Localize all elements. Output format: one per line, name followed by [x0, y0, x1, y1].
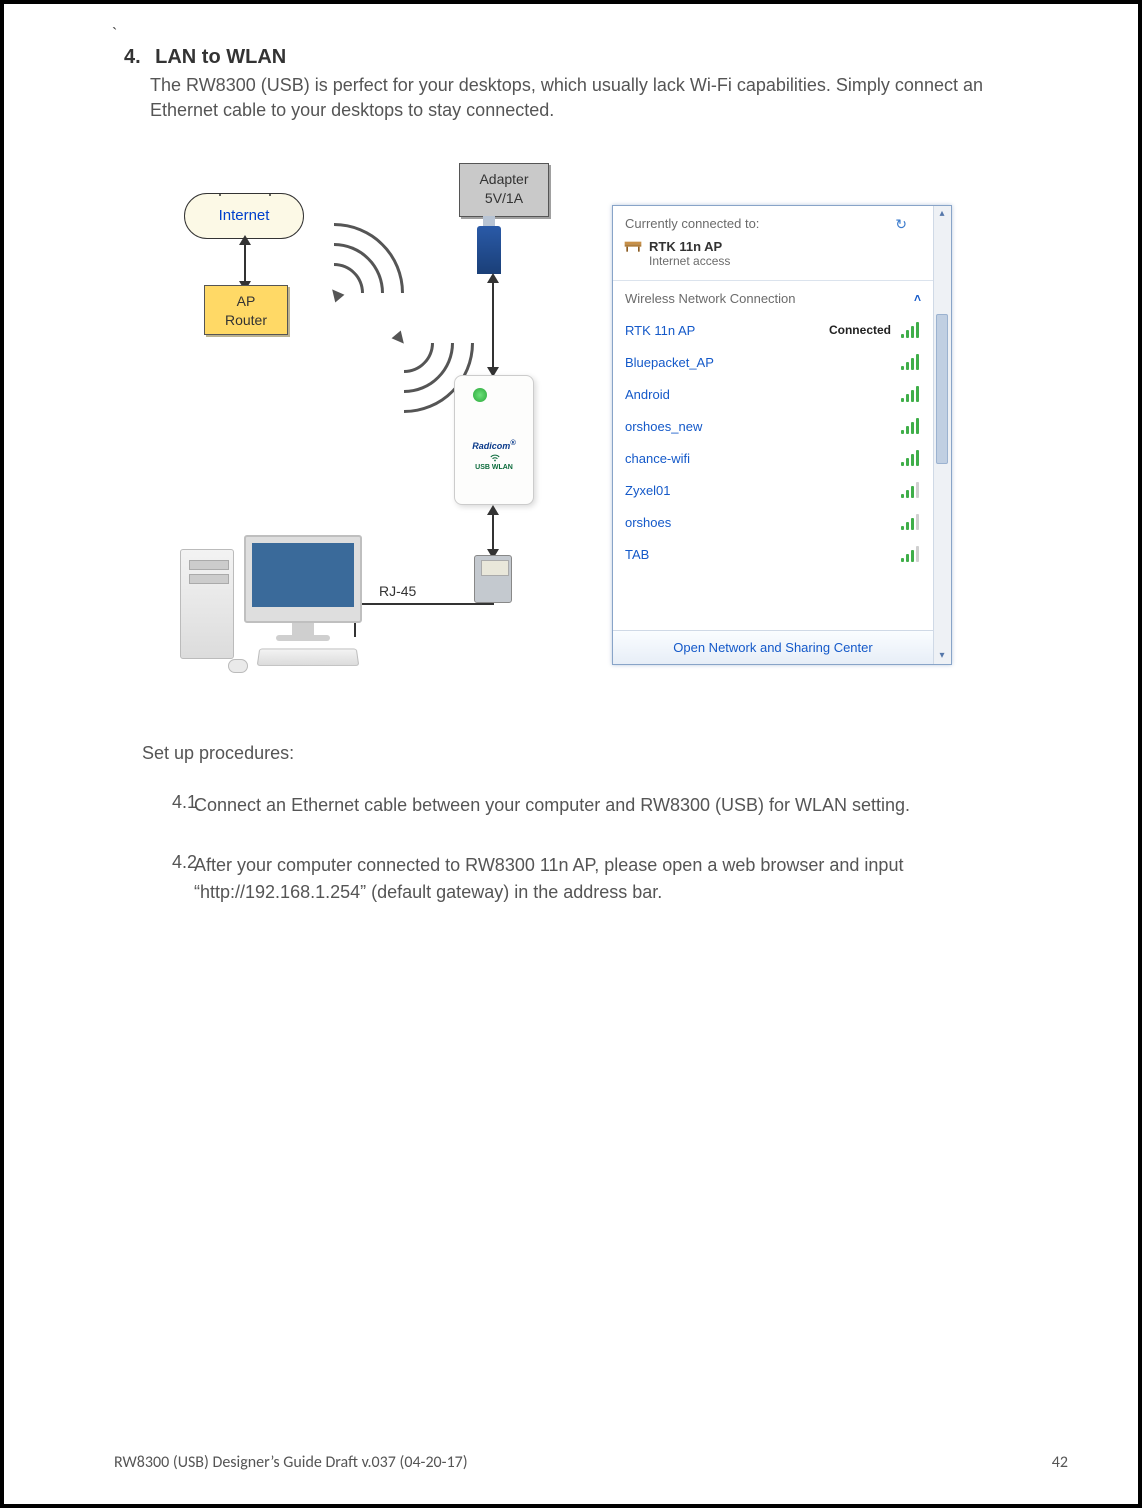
wifi-network-name: RTK 11n AP	[625, 323, 695, 338]
scroll-down-icon[interactable]: ▾	[934, 648, 950, 664]
wifi-network-list: RTK 11n AP Connected Bluepacket_AP Android o…	[613, 312, 933, 572]
open-network-center-link[interactable]: Open Network and Sharing Center	[613, 630, 933, 664]
wifi-network-item[interactable]: Zyxel01	[613, 474, 933, 506]
wifi-network-item[interactable]: Bluepacket_AP	[613, 346, 933, 378]
arrow-internet-to-router	[244, 243, 246, 283]
pc-monitor-icon	[244, 535, 362, 623]
ap-router-label-1: AP	[237, 293, 256, 309]
signal-strength-icon	[901, 450, 921, 466]
rw8300-device: Radicom® USB WLAN	[454, 375, 534, 505]
device-led-icon	[473, 388, 487, 402]
desktop-computer-icon	[180, 535, 370, 675]
usb-plug-icon	[477, 226, 501, 274]
refresh-icon[interactable]: ↻	[895, 216, 907, 233]
rj45-label: RJ-45	[379, 583, 416, 599]
popup-header: Currently connected to:	[613, 206, 933, 235]
arrow-adapter-to-device	[492, 281, 494, 369]
wifi-network-name: Android	[625, 387, 670, 402]
pc-base-icon	[276, 635, 330, 641]
adapter-label-1: Adapter	[479, 171, 528, 187]
internet-cloud: Internet	[184, 193, 304, 239]
network-location-icon	[623, 237, 643, 253]
wireless-section-header[interactable]: Wireless Network Connection ˄	[613, 281, 933, 312]
scrollbar[interactable]: ▴ ▾	[933, 206, 951, 664]
wifi-network-item[interactable]: chance-wifi	[613, 442, 933, 474]
page-footer: RW8300 (USB) Designer’s Guide Draft v.03…	[114, 1453, 1068, 1472]
ap-router-label-2: Router	[225, 312, 267, 328]
wifi-network-name: Bluepacket_AP	[625, 355, 714, 370]
wifi-network-item[interactable]: TAB	[613, 538, 933, 570]
step-number: 4.1	[142, 792, 194, 818]
signal-strength-icon	[901, 322, 921, 338]
footer-doc-title: RW8300 (USB) Designer’s Guide Draft v.03…	[114, 1453, 468, 1472]
wifi-network-name: orshoes_new	[625, 419, 702, 434]
step-number: 4.2	[142, 852, 194, 904]
wifi-network-name: TAB	[625, 547, 649, 562]
current-network-status: Internet access	[649, 254, 921, 268]
step-text: Connect an Ethernet cable between your c…	[194, 792, 910, 818]
device-wifi-icon	[488, 452, 502, 462]
wifi-network-status: Connected	[829, 323, 891, 337]
wifi-network-item[interactable]: orshoes_new	[613, 410, 933, 442]
section-body: The RW8300 (USB) is perfect for your des…	[150, 73, 1010, 123]
wifi-network-item[interactable]: orshoes	[613, 506, 933, 538]
current-network-name: RTK 11n AP	[649, 239, 921, 254]
signal-strength-icon	[901, 418, 921, 434]
step-text: After your computer connected to RW8300 …	[194, 852, 962, 904]
scroll-up-icon[interactable]: ▴	[934, 206, 950, 222]
procedures-intro: Set up procedures:	[142, 743, 1078, 764]
device-sub-label: USB WLAN	[455, 464, 533, 471]
signal-strength-icon	[901, 546, 921, 562]
rj45-connector-icon	[474, 555, 512, 603]
procedure-step: 4.2 After your computer connected to RW8…	[142, 852, 962, 904]
current-connection: RTK 11n AP Internet access	[613, 235, 933, 280]
footer-page-number: 42	[1052, 1453, 1068, 1472]
section-title: LAN to WLAN	[155, 46, 286, 68]
signal-strength-icon	[901, 514, 921, 530]
procedure-step: 4.1 Connect an Ethernet cable between yo…	[142, 792, 962, 818]
wifi-network-name: chance-wifi	[625, 451, 690, 466]
signal-strength-icon	[901, 386, 921, 402]
wifi-network-name: Zyxel01	[625, 483, 671, 498]
adapter-box: Adapter 5V/1A	[459, 163, 549, 217]
pc-keyboard-icon	[257, 649, 360, 666]
section-number: 4.	[124, 46, 141, 68]
device-brand-label: Radicom®	[455, 438, 533, 451]
setup-procedures: Set up procedures: 4.1 Connect an Ethern…	[142, 743, 1078, 904]
wifi-network-item[interactable]: Android	[613, 378, 933, 410]
wifi-network-name: orshoes	[625, 515, 671, 530]
signal-strength-icon	[901, 482, 921, 498]
lan-to-wlan-diagram: Internet AP Router Adapter 5V/1A Radicom…	[144, 163, 1064, 683]
arrow-device-to-rj45	[492, 513, 494, 551]
wifi-network-popup: Currently connected to: ↻ RTK 11n AP Int…	[612, 205, 952, 665]
pc-tower-icon	[180, 549, 234, 659]
stray-backtick: `	[112, 26, 117, 44]
scroll-thumb[interactable]	[936, 314, 948, 464]
pc-mouse-icon	[228, 659, 248, 673]
signal-strength-icon	[901, 354, 921, 370]
rj45-cable-h	[354, 603, 494, 605]
wireless-section-label: Wireless Network Connection	[625, 291, 796, 306]
wifi-network-item[interactable]: RTK 11n AP Connected	[613, 314, 933, 346]
adapter-label-2: 5V/1A	[485, 190, 523, 206]
chevron-up-icon: ˄	[914, 291, 921, 305]
section-header: 4. LAN to WLAN	[124, 46, 1078, 69]
